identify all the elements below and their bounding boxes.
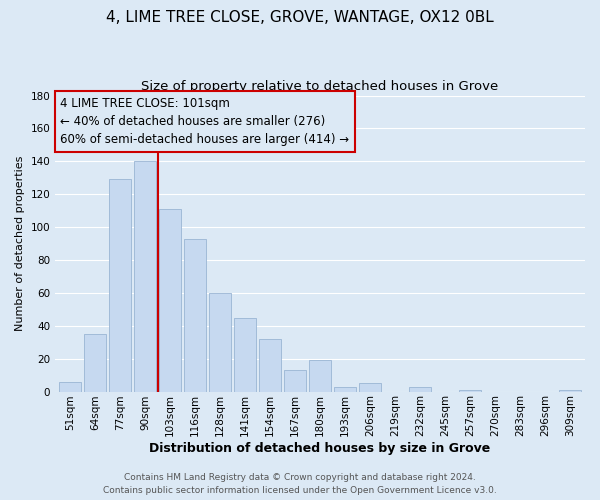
Bar [59,382,82,392]
Title: Size of property relative to detached houses in Grove: Size of property relative to detached ho… [142,80,499,93]
Bar [209,293,232,392]
Bar [84,334,106,392]
Bar [459,390,481,392]
Bar [359,384,382,392]
Bar [259,339,281,392]
Bar [109,180,131,392]
Y-axis label: Number of detached properties: Number of detached properties [15,156,25,331]
Bar [159,209,181,392]
Bar [134,162,157,392]
Bar [409,386,431,392]
Bar [284,370,307,392]
Text: Contains HM Land Registry data © Crown copyright and database right 2024.
Contai: Contains HM Land Registry data © Crown c… [103,473,497,495]
Text: 4, LIME TREE CLOSE, GROVE, WANTAGE, OX12 0BL: 4, LIME TREE CLOSE, GROVE, WANTAGE, OX12… [106,10,494,25]
Bar [234,318,256,392]
X-axis label: Distribution of detached houses by size in Grove: Distribution of detached houses by size … [149,442,491,455]
Bar [309,360,331,392]
Bar [184,238,206,392]
Text: 4 LIME TREE CLOSE: 101sqm
← 40% of detached houses are smaller (276)
60% of semi: 4 LIME TREE CLOSE: 101sqm ← 40% of detac… [61,97,350,146]
Bar [559,390,581,392]
Bar [334,386,356,392]
